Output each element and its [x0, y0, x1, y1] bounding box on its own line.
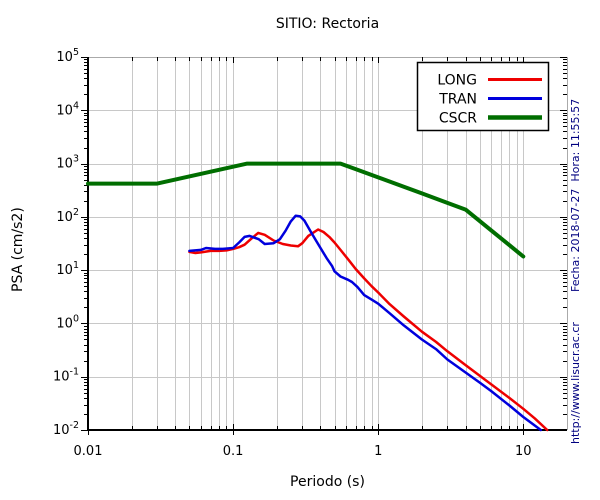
datetime-stamp: Fecha: 2018-07-27 Hora: 11:55:57: [569, 98, 582, 292]
y-tick-label: 100: [56, 313, 79, 331]
y-tick-label: 104: [56, 100, 79, 118]
x-axis-label: Periodo (s): [290, 474, 365, 490]
y-tick-label: 10-1: [53, 367, 79, 385]
y-tick-label: 102: [56, 207, 79, 225]
series-curves: [86, 161, 549, 432]
x-tick-label: 1: [374, 444, 382, 459]
x-tick-label: 10: [515, 444, 532, 459]
legend: LONG TRAN CSCR: [416, 61, 550, 132]
tick-labels: 0.01 0.1 1 10 105 104 103 102 101 100 10-1 10-2: [53, 47, 532, 459]
y-axis-label: PSA (cm/s2): [10, 207, 26, 292]
chart-title: SITIO: Rectoria: [275, 16, 380, 32]
plot-borders: [88, 57, 568, 430]
x-tick-label: 0.1: [223, 444, 244, 459]
series-tran-curve: [188, 214, 543, 432]
y-tick-label: 101: [56, 260, 79, 278]
y-tick-label: 105: [56, 47, 79, 65]
series-cscr-curve: [86, 161, 526, 259]
axes: [87, 57, 567, 431]
legend-label-cscr: CSCR: [439, 111, 477, 127]
series-long-curve: [188, 228, 549, 432]
website-url: http://www.lisucr.ac.cr: [569, 322, 582, 444]
x-tick-label: 0.01: [74, 444, 103, 459]
y-tick-label: 10-2: [53, 420, 79, 438]
legend-label-tran: TRAN: [438, 92, 477, 108]
legend-label-long: LONG: [437, 73, 477, 89]
y-tick-label: 103: [56, 154, 79, 172]
